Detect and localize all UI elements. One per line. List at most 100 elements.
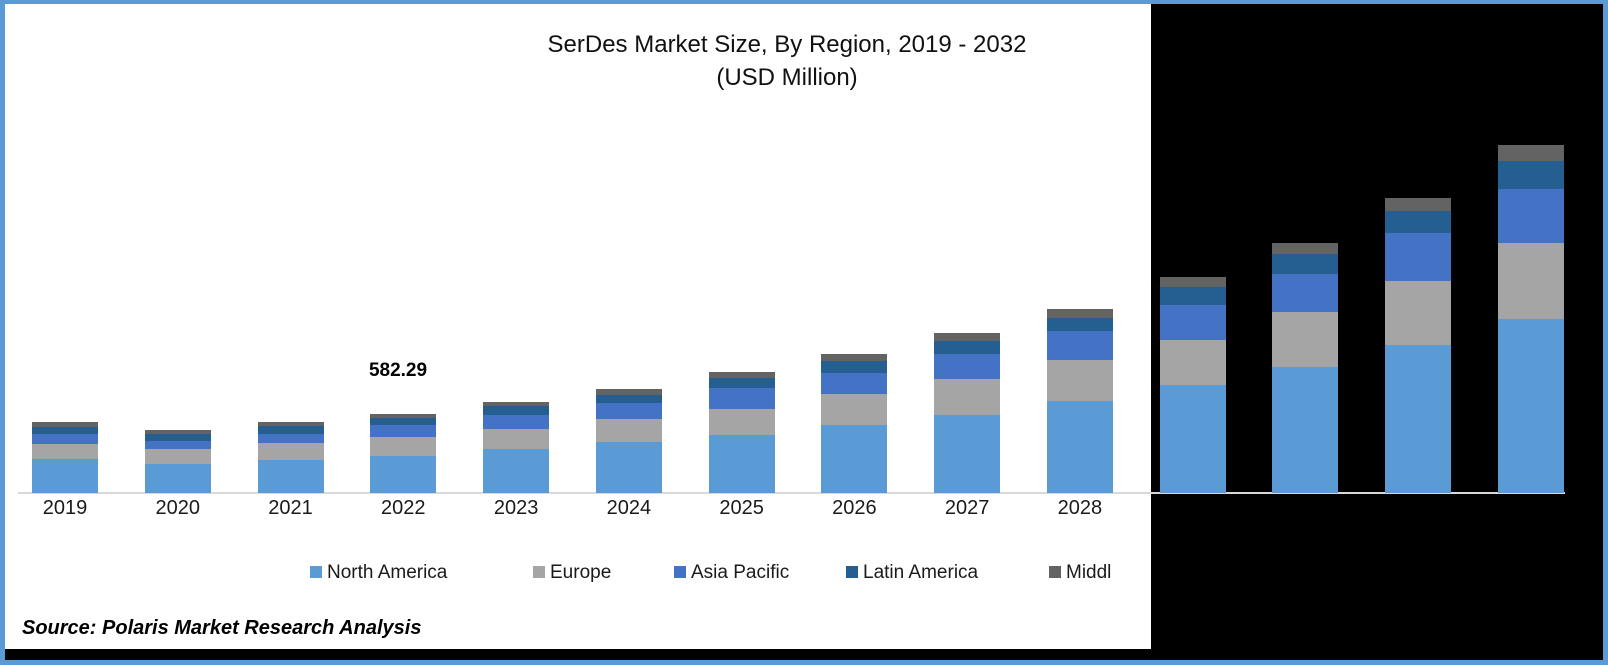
bar-segment-middl-2022: [370, 414, 437, 419]
bar-segment-latin-america-2019: [32, 426, 98, 434]
x-tick-2021: 2021: [268, 497, 313, 519]
bar-segment-north-america-2019: [32, 458, 98, 493]
bar-segment-latin-america-2026: [821, 360, 888, 373]
bar-segment-asia-pacific-2031: [1385, 233, 1452, 281]
bar-segment-latin-america-2027: [934, 341, 1001, 355]
x-tick-2025: 2025: [719, 497, 764, 519]
redaction-strip-bottom: [5, 649, 1603, 660]
bar-segment-north-america-2027: [934, 415, 1001, 493]
legend-marker-icon: [1049, 566, 1061, 578]
bar-segment-latin-america-2021: [257, 426, 324, 434]
bar-segment-latin-america-2020: [144, 434, 211, 442]
x-tick-2019: 2019: [42, 497, 88, 519]
legend-marker-icon: [310, 566, 322, 578]
bar-segment-europe-2028: [1046, 359, 1113, 402]
bar-segment-middl-2032: [1498, 145, 1564, 161]
bar-segment-latin-america-2028: [1046, 318, 1113, 332]
legend-label: Latin America: [863, 562, 979, 583]
bar-segment-europe-2032: [1498, 242, 1564, 319]
legend-marker-icon: [846, 566, 858, 578]
chart-title: SerDes Market Size, By Region, 2019 - 20…: [0, 28, 1574, 94]
x-tick-2023: 2023: [493, 497, 539, 519]
bar-segment-north-america-2025: [708, 435, 775, 493]
bar-segment-asia-pacific-2026: [821, 372, 888, 395]
bar-segment-north-america-2023: [483, 449, 550, 493]
frame-border-bottom: [0, 660, 1608, 665]
frame-border-top: [0, 0, 1608, 4]
bar-segment-north-america-2031: [1385, 344, 1452, 493]
bar-segment-north-america-2024: [595, 441, 662, 493]
bar-segment-north-america-2021: [257, 460, 324, 493]
bar-segment-latin-america-2032: [1498, 160, 1564, 190]
bar-segment-latin-america-2023: [483, 406, 550, 415]
bar-segment-asia-pacific-2030: [1272, 274, 1339, 312]
bar-segment-middl-2024: [595, 389, 662, 395]
bar-segment-latin-america-2024: [595, 394, 662, 404]
bar-segment-asia-pacific-2020: [144, 441, 211, 449]
bar-segment-europe-2024: [595, 419, 662, 442]
bar-segment-latin-america-2025: [708, 377, 775, 388]
legend-label: North America: [327, 562, 448, 583]
bar-segment-middl-2023: [483, 401, 550, 407]
bar-segment-europe-2029: [1159, 339, 1226, 386]
bar-segment-europe-2026: [821, 394, 888, 426]
bar-segment-middl-2020: [144, 430, 211, 435]
bar-segment-asia-pacific-2022: [370, 425, 437, 438]
bar-segment-middl-2021: [257, 422, 324, 427]
bar-segment-latin-america-2022: [370, 418, 437, 426]
frame-border-left: [0, 0, 5, 665]
bar-segment-asia-pacific-2027: [934, 354, 1001, 380]
bar-segment-north-america-2020: [144, 463, 211, 493]
legend-label: Asia Pacific: [691, 562, 790, 583]
bar-segment-europe-2025: [708, 408, 775, 436]
bar-segment-latin-america-2031: [1385, 211, 1452, 234]
bar-segment-middl-2028: [1046, 308, 1113, 318]
chart-title-line2: (USD Million): [716, 64, 858, 91]
x-tick-2028: 2028: [1057, 497, 1103, 519]
bar-segment-europe-2020: [144, 448, 211, 464]
bar-segment-asia-pacific-2028: [1046, 331, 1113, 360]
bar-segment-asia-pacific-2023: [483, 414, 550, 430]
x-tick-2026: 2026: [832, 497, 877, 519]
x-tick-2027: 2027: [944, 497, 990, 519]
bar-segment-europe-2030: [1272, 311, 1339, 367]
bar-segment-north-america-2032: [1498, 318, 1564, 493]
x-tick-2020: 2020: [155, 497, 201, 519]
legend-label: Middl: [1066, 562, 1112, 583]
bar-segment-middl-2025: [708, 371, 775, 378]
legend-marker-icon: [674, 566, 686, 578]
frame-border-right: [1603, 0, 1608, 665]
bar-segment-middl-2030: [1272, 242, 1339, 255]
bar-segment-middl-2031: [1385, 198, 1452, 212]
bar-segment-asia-pacific-2021: [257, 433, 324, 443]
bar-segment-middl-2027: [934, 333, 1001, 342]
bar-segment-asia-pacific-2029: [1159, 305, 1226, 340]
bar-segment-north-america-2022: [370, 456, 437, 493]
bar-segment-asia-pacific-2032: [1498, 189, 1564, 243]
x-axis-line: [18, 492, 1565, 494]
bar-segment-europe-2027: [934, 379, 1001, 416]
bar-segment-north-america-2030: [1272, 366, 1339, 493]
bar-segment-middl-2026: [821, 354, 888, 361]
bar-segment-latin-america-2030: [1272, 254, 1339, 275]
bar-segment-middl-2029: [1159, 277, 1226, 287]
bar-segment-latin-america-2029: [1159, 286, 1226, 306]
bar-segment-europe-2021: [257, 442, 324, 461]
x-tick-2022: 2022: [381, 497, 426, 519]
bar-segment-asia-pacific-2025: [708, 388, 775, 409]
data-label-2022-total: 582.29: [368, 360, 428, 381]
source-attribution: Source: Polaris Market Research Analysis: [22, 617, 422, 639]
bar-segment-middl-2019: [32, 422, 98, 427]
legend-marker-icon: [533, 566, 545, 578]
bar-segment-asia-pacific-2024: [595, 403, 662, 420]
legend-label: Europe: [550, 562, 612, 583]
bar-segment-europe-2023: [483, 429, 550, 450]
bar-segment-europe-2031: [1385, 280, 1452, 345]
bar-segment-europe-2019: [32, 443, 98, 459]
bar-segment-europe-2022: [370, 437, 437, 457]
bar-segment-asia-pacific-2019: [32, 433, 98, 444]
x-tick-2024: 2024: [606, 497, 652, 519]
bar-segment-north-america-2026: [821, 425, 888, 493]
bar-segment-north-america-2028: [1046, 401, 1113, 493]
